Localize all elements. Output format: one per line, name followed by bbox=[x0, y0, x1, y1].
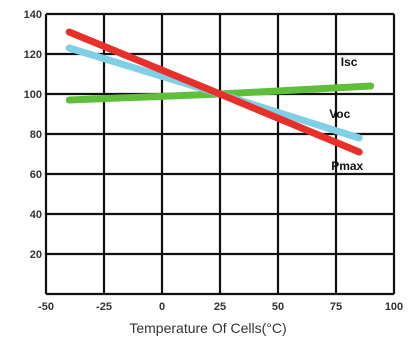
series-labels: Isc Voc Pmax bbox=[329, 55, 363, 173]
x-tick-label: 0 bbox=[159, 301, 165, 313]
y-tick-label: 60 bbox=[30, 169, 42, 181]
x-axis-title: Temperature Of Cells(°C) bbox=[129, 320, 286, 336]
series-line-pmax bbox=[65, 28, 363, 156]
x-tick-label: 25 bbox=[214, 301, 226, 313]
y-tick-label: 40 bbox=[30, 209, 42, 221]
x-tick-label: -25 bbox=[96, 301, 112, 313]
series-label-pmax: Pmax bbox=[331, 159, 363, 173]
x-tick-label: 75 bbox=[330, 301, 342, 313]
series-lines bbox=[65, 28, 375, 156]
y-tick-label: 140 bbox=[24, 9, 42, 21]
y-tick-label: 100 bbox=[24, 89, 42, 101]
series-label-voc: Voc bbox=[329, 107, 350, 121]
tick-labels: -50 -25 0 25 50 75 100 20 40 60 80 100 120 140 bbox=[24, 9, 404, 313]
x-tick-label: 50 bbox=[272, 301, 284, 313]
y-tick-label: 20 bbox=[30, 249, 42, 261]
y-tick-label: 120 bbox=[24, 49, 42, 61]
x-tick-label: 100 bbox=[385, 301, 403, 313]
y-tick-label: 80 bbox=[30, 129, 42, 141]
series-label-isc: Isc bbox=[341, 55, 358, 69]
x-tick-label: -50 bbox=[38, 301, 54, 313]
